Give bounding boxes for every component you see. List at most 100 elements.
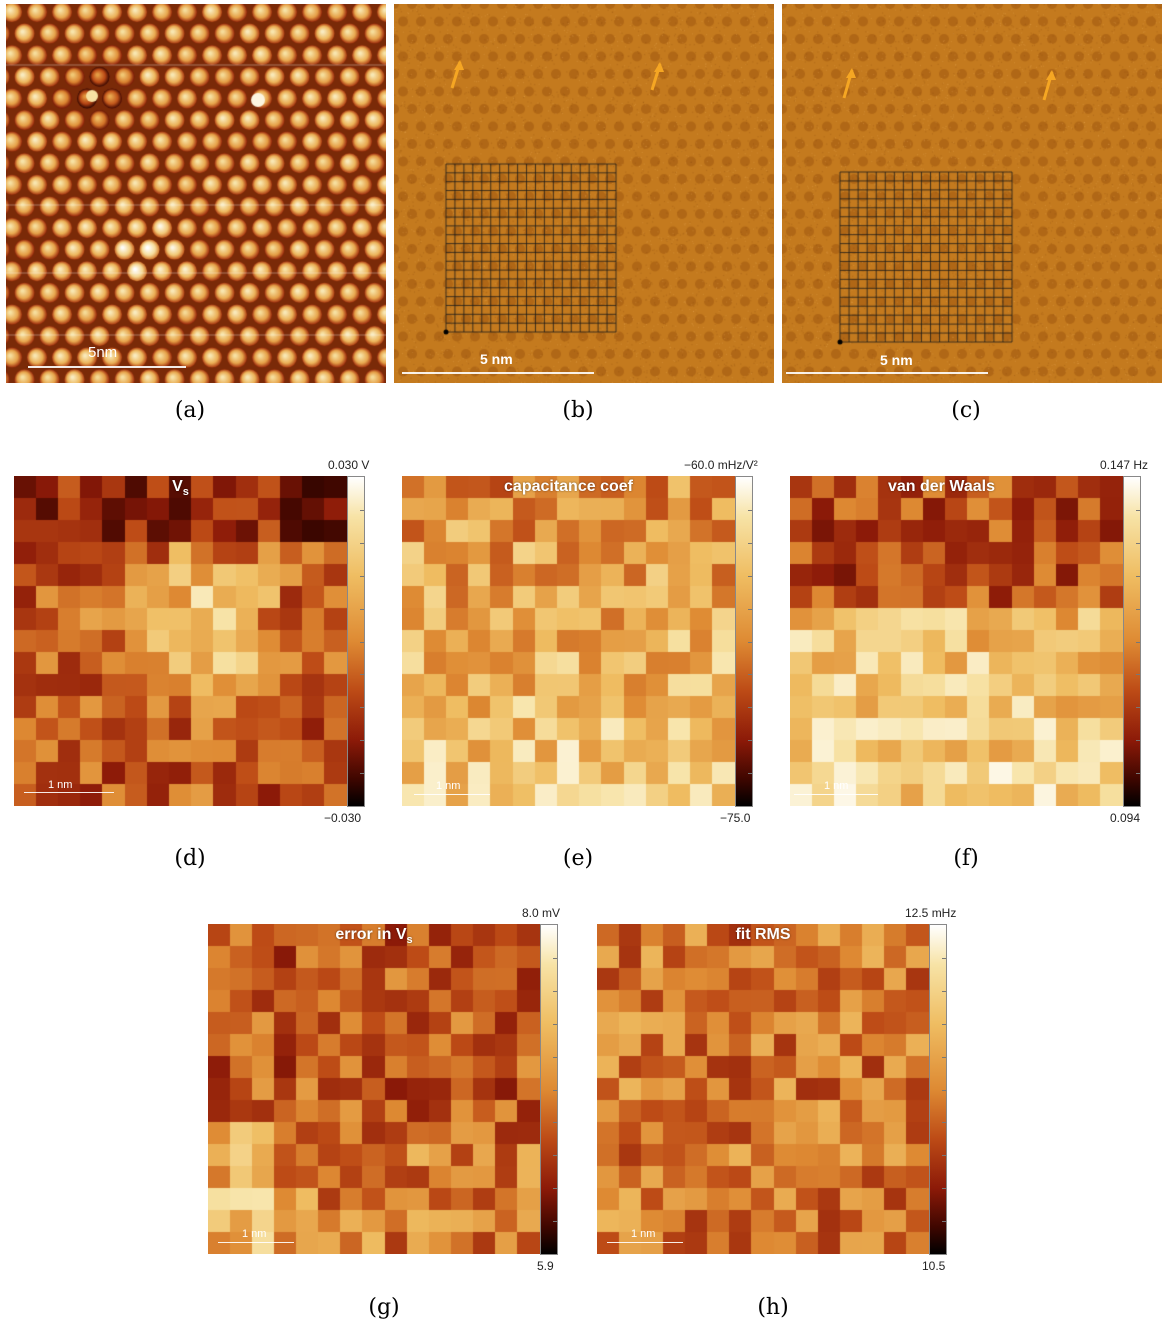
- map-h: fit RMS 1 nm: [597, 924, 929, 1254]
- colorbar-tick: [553, 1056, 557, 1058]
- colorbar-h: [929, 924, 947, 1255]
- scalebar-c: [786, 372, 988, 374]
- colorbar-tick: [748, 707, 752, 709]
- heatmap-g: [208, 924, 540, 1254]
- colorbar-tick: [748, 509, 752, 511]
- colorbar-max-f: 0.147 Hz: [1100, 458, 1149, 472]
- colorbar-tick: [1136, 509, 1140, 511]
- colorbar-min-d: −0.030: [324, 811, 362, 825]
- caption-c: (c): [951, 398, 981, 423]
- colorbar-tick: [553, 1188, 557, 1190]
- caption-d: (d): [174, 846, 206, 871]
- scalebar-label-e: 1 nm: [436, 780, 461, 792]
- colorbar-tick: [1136, 641, 1140, 643]
- colorbar-tick: [360, 509, 364, 511]
- scalebar-label-b: 5 nm: [480, 351, 513, 367]
- colorbar-max-e: −60.0 mHz/V²: [684, 458, 758, 472]
- colorbar-tick: [748, 575, 752, 577]
- colorbar-tick: [942, 1155, 946, 1157]
- map-title-d: Vs: [172, 478, 189, 499]
- scalebar-label-a: 5nm: [88, 344, 118, 361]
- colorbar-tick: [553, 990, 557, 992]
- map-e: capacitance coef 1 nm: [402, 476, 735, 806]
- map-g: error in Vs 1 nm: [208, 924, 540, 1254]
- colorbar-g: [540, 924, 558, 1255]
- map-f: van der Waals 1 nm: [790, 476, 1123, 806]
- colorbar-tick: [942, 1089, 946, 1091]
- map-title-h: fit RMS: [735, 926, 791, 943]
- colorbar-tick: [360, 608, 364, 610]
- colorbar-tick: [553, 1221, 557, 1223]
- caption-e: (e): [562, 846, 594, 871]
- topography-image-c: [782, 4, 1162, 383]
- colorbar-tick: [360, 707, 364, 709]
- colorbar-e: [735, 476, 753, 807]
- caption-g: (g): [368, 1295, 400, 1320]
- scalebar-b: [402, 372, 594, 374]
- colorbar-tick: [1136, 542, 1140, 544]
- scalebar-f: [794, 794, 878, 795]
- colorbar-max-h: 12.5 mHz: [905, 906, 957, 920]
- topography-image-a: [6, 4, 386, 383]
- colorbar-max-g: 8.0 mV: [522, 906, 561, 920]
- colorbar-tick: [553, 957, 557, 959]
- colorbar-tick: [1136, 674, 1140, 676]
- scalebar-label-f: 1 nm: [824, 780, 849, 792]
- caption-f: (f): [953, 846, 979, 871]
- colorbar-tick: [1136, 575, 1140, 577]
- caption-a: (a): [174, 398, 206, 423]
- colorbar-tick: [1136, 740, 1140, 742]
- colorbar-tick: [1136, 773, 1140, 775]
- colorbar-tick: [942, 990, 946, 992]
- map-title-e: capacitance coef: [504, 478, 633, 495]
- colorbar-tick: [748, 740, 752, 742]
- colorbar-tick: [942, 957, 946, 959]
- colorbar-tick: [360, 674, 364, 676]
- map-title-g: error in Vs: [335, 926, 413, 947]
- heatmap-f: [790, 476, 1123, 806]
- colorbar-tick: [942, 1221, 946, 1223]
- heatmap-d: [14, 476, 347, 806]
- colorbar-tick: [748, 542, 752, 544]
- colorbar-f: [1123, 476, 1141, 807]
- arrow-icon: [450, 60, 664, 91]
- colorbar-tick: [748, 641, 752, 643]
- colorbar-tick: [553, 1122, 557, 1124]
- scalebar-g: [218, 1242, 294, 1243]
- scalebar-e: [414, 794, 490, 795]
- caption-h: (h): [757, 1295, 789, 1320]
- colorbar-tick: [360, 773, 364, 775]
- colorbar-tick: [942, 1122, 946, 1124]
- colorbar-tick: [1136, 707, 1140, 709]
- heatmap-h: [597, 924, 929, 1254]
- colorbar-tick: [553, 1023, 557, 1025]
- scalebar-label-h: 1 nm: [631, 1228, 656, 1240]
- colorbar-tick: [942, 1188, 946, 1190]
- heatmap-e: [402, 476, 735, 806]
- colorbar-tick: [360, 542, 364, 544]
- colorbar-d: [347, 476, 365, 807]
- map-d: Vs 1 nm: [14, 476, 347, 806]
- colorbar-tick: [553, 1089, 557, 1091]
- colorbar-tick: [942, 1056, 946, 1058]
- colorbar-max-d: 0.030 V: [328, 458, 370, 472]
- scalebar-label-c: 5 nm: [880, 352, 913, 368]
- colorbar-tick: [748, 773, 752, 775]
- colorbar-min-f: 0.094: [1110, 811, 1141, 825]
- colorbar-tick: [360, 641, 364, 643]
- arrow-icon: [842, 68, 1056, 101]
- colorbar-tick: [748, 608, 752, 610]
- colorbar-tick: [942, 1023, 946, 1025]
- caption-b: (b): [562, 398, 594, 423]
- colorbar-min-e: −75.0: [720, 811, 751, 825]
- scalebar-a: [28, 366, 186, 368]
- colorbar-min-g: 5.9: [537, 1259, 554, 1273]
- image-c: 5 nm: [782, 4, 1162, 383]
- scalebar-d: [24, 792, 114, 793]
- map-title-f: van der Waals: [887, 478, 995, 495]
- colorbar-tick: [360, 740, 364, 742]
- scalebar-label-g: 1 nm: [242, 1228, 267, 1240]
- scalebar-h: [607, 1242, 683, 1243]
- colorbar-tick: [553, 1155, 557, 1157]
- colorbar-tick: [1136, 608, 1140, 610]
